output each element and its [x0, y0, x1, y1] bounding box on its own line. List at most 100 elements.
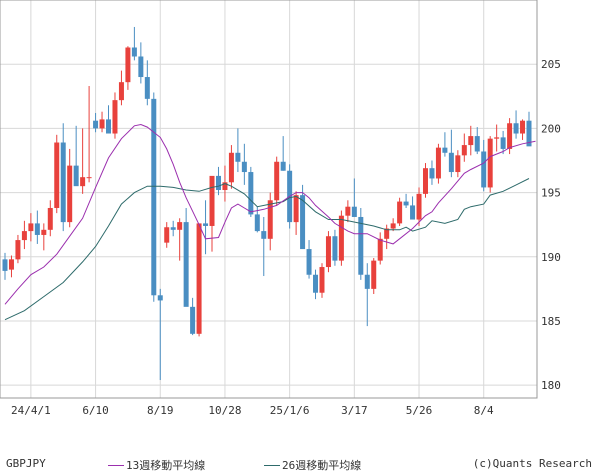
candle	[112, 92, 118, 139]
candle	[313, 269, 319, 300]
ma13-legend-label: 13週移動平均線	[126, 459, 206, 472]
candle	[332, 229, 338, 266]
candle	[164, 222, 170, 248]
candle	[73, 125, 79, 187]
candle	[228, 145, 234, 189]
candle	[248, 166, 254, 217]
candle	[325, 231, 331, 273]
candle-body	[170, 227, 176, 230]
candle-body	[455, 155, 461, 173]
candle-body	[86, 177, 92, 179]
candle	[2, 252, 8, 280]
candle-body	[358, 216, 364, 275]
candle-body	[248, 172, 254, 215]
candle	[520, 119, 526, 140]
candle	[468, 125, 474, 156]
candle-body	[99, 119, 105, 129]
moving-average-lines	[4, 123, 536, 321]
candle-body	[384, 228, 390, 239]
ma13-line	[4, 123, 536, 305]
x-axis-ticks: 24/4/1 6/10 8/19 10/28 25/1/6 3/17 5/26 8/4	[11, 404, 494, 417]
candle	[280, 136, 286, 171]
candle-body	[164, 227, 170, 243]
candle-body	[47, 207, 53, 230]
candle	[190, 297, 196, 336]
candle	[99, 111, 105, 133]
candle-body	[254, 214, 260, 232]
candle-body	[377, 238, 383, 261]
symbol-label: GBPJPY	[6, 457, 46, 470]
candle-body	[196, 223, 202, 334]
ma26-legend-label: 26週移動平均線	[282, 459, 362, 472]
candle	[403, 193, 409, 208]
candle-body	[41, 229, 47, 235]
candle	[474, 127, 480, 155]
grid-lines	[0, 0, 537, 398]
candle	[21, 220, 27, 250]
candle	[34, 210, 40, 244]
candle-body	[67, 165, 73, 223]
candle	[209, 175, 215, 252]
candle-body	[267, 200, 273, 239]
candle-body	[319, 267, 325, 293]
candle-body	[526, 120, 532, 147]
candle-body	[390, 223, 396, 229]
candle-body	[261, 231, 267, 239]
candle-body	[513, 123, 519, 134]
candle	[487, 136, 493, 193]
candle	[261, 216, 267, 277]
candle	[183, 207, 189, 307]
candle-body	[300, 195, 306, 250]
candle	[371, 258, 377, 295]
candle-body	[280, 161, 286, 171]
y-tick-label: 200	[541, 122, 561, 135]
candle-body	[364, 274, 370, 289]
candle	[410, 196, 416, 220]
candle-body	[106, 119, 112, 134]
x-tick-label: 10/28	[208, 404, 241, 417]
candle-body	[410, 205, 416, 220]
candle-body	[125, 47, 131, 83]
candle	[513, 110, 519, 139]
candle	[390, 218, 396, 232]
candle-body	[461, 145, 467, 156]
candle-body	[429, 168, 435, 179]
candle	[67, 148, 73, 228]
candle-body	[235, 152, 241, 162]
candle	[235, 128, 241, 173]
candle	[442, 132, 448, 157]
candle-body	[203, 223, 209, 226]
candle-body	[403, 201, 409, 206]
candle-body	[371, 260, 377, 289]
candle-body	[112, 100, 118, 134]
y-axis-ticks: 180 185 190 195 200 205	[541, 58, 561, 392]
candle	[293, 191, 299, 235]
candle	[526, 111, 532, 147]
candle	[274, 156, 280, 206]
candle-body	[131, 47, 137, 57]
candle-body	[15, 240, 21, 260]
candle-body	[190, 306, 196, 334]
candle-body	[241, 161, 247, 173]
candle	[15, 234, 21, 264]
y-tick-label: 205	[541, 58, 561, 71]
candle	[196, 223, 202, 337]
candle-body	[118, 82, 124, 101]
candle-body	[73, 165, 79, 187]
candle	[215, 166, 221, 196]
candle-body	[520, 120, 526, 134]
candle-body	[481, 151, 487, 188]
candle	[416, 187, 422, 226]
legend-ma13: 13週移動平均線	[108, 457, 205, 473]
candle	[345, 200, 351, 223]
candle	[384, 224, 390, 250]
candle-body	[397, 201, 403, 224]
candle-body	[60, 142, 66, 223]
candle-body	[448, 152, 454, 173]
candle	[422, 163, 428, 198]
candle-body	[487, 138, 493, 188]
candle	[358, 207, 364, 280]
candle	[54, 134, 60, 214]
candle	[267, 192, 273, 251]
candle	[429, 160, 435, 185]
